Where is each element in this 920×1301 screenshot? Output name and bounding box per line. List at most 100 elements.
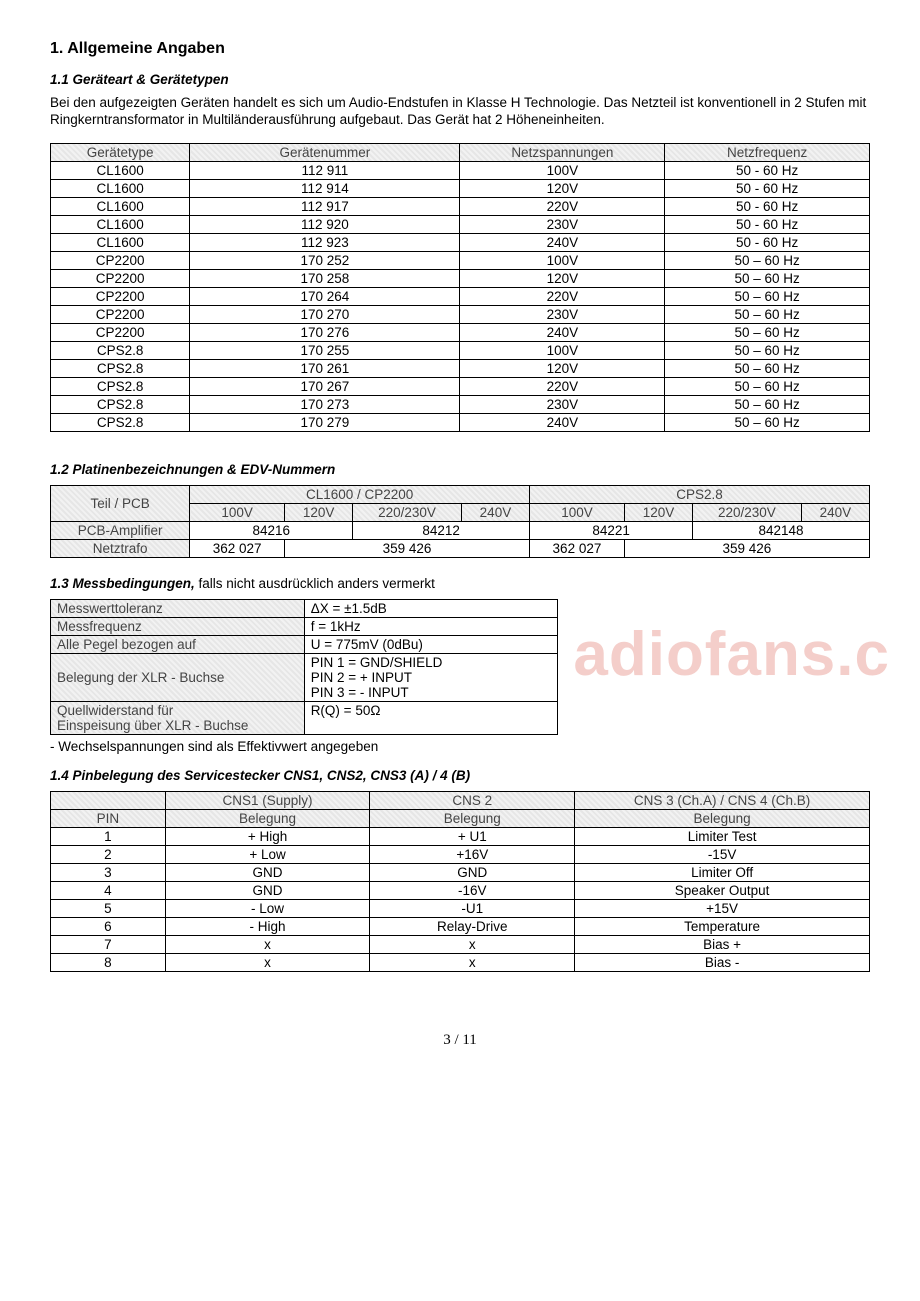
- cell: 120V: [460, 179, 665, 197]
- cell: 112 911: [190, 161, 460, 179]
- th-geratenummer: Gerätenummer: [279, 145, 370, 160]
- cell: Bias +: [575, 935, 870, 953]
- cell: CL1600: [51, 215, 190, 233]
- pin-line: PIN 3 = - INPUT: [311, 685, 552, 700]
- cell: 240V: [460, 323, 665, 341]
- cell: 50 – 60 Hz: [665, 359, 870, 377]
- table-row: Quellwiderstand für Einspeisung über XLR…: [51, 701, 558, 734]
- page-footer: 3 / 11: [50, 1032, 870, 1049]
- cell: x: [165, 935, 370, 953]
- cell: GND: [165, 881, 370, 899]
- cell: x: [370, 935, 575, 953]
- cell: 120V: [460, 269, 665, 287]
- cell: CP2200: [51, 269, 190, 287]
- cell: 50 - 60 Hz: [665, 179, 870, 197]
- cell: 170 276: [190, 323, 460, 341]
- cell: R(Q) = 50Ω: [304, 701, 558, 734]
- cell: 50 – 60 Hz: [665, 413, 870, 431]
- row-label: Messwerttoleranz: [57, 601, 163, 616]
- cell: 220V: [460, 287, 665, 305]
- cell: Limiter Off: [575, 863, 870, 881]
- sub-1-3: 1.3 Messbedingungen, falls nicht ausdrüc…: [50, 576, 870, 591]
- table-header-row: CNS1 (Supply) CNS 2 CNS 3 (Ch.A) / CNS 4…: [51, 791, 870, 809]
- th-belegung: Belegung: [239, 811, 296, 826]
- measure-note: - Wechselspannungen sind als Effektivwer…: [50, 739, 870, 754]
- cell: 84216: [190, 521, 353, 539]
- table-row: CL1600112 914120V50 - 60 Hz: [51, 179, 870, 197]
- table-row: 6- HighRelay-DriveTemperature: [51, 917, 870, 935]
- cell: 359 426: [624, 539, 869, 557]
- table-row: CL1600112 923240V50 - 60 Hz: [51, 233, 870, 251]
- cell: 240V: [460, 233, 665, 251]
- cell: 50 – 60 Hz: [665, 323, 870, 341]
- cell: + U1: [370, 827, 575, 845]
- th-v: 120V: [303, 505, 335, 520]
- cell: CL1600: [51, 161, 190, 179]
- cell: 84221: [530, 521, 693, 539]
- cell: 170 258: [190, 269, 460, 287]
- table-row: Messwerttoleranz ΔX = ±1.5dB: [51, 599, 558, 617]
- cell: f = 1kHz: [304, 617, 558, 635]
- cell: 170 264: [190, 287, 460, 305]
- cell: + Low: [165, 845, 370, 863]
- cell: -15V: [575, 845, 870, 863]
- table-row: CPS2.8170 261120V50 – 60 Hz: [51, 359, 870, 377]
- measure-table: Messwerttoleranz ΔX = ±1.5dB Messfrequen…: [50, 599, 558, 735]
- cell: x: [165, 953, 370, 971]
- cell: CL1600: [51, 179, 190, 197]
- cell: 50 - 60 Hz: [665, 233, 870, 251]
- cell: 112 923: [190, 233, 460, 251]
- table-row: CL1600112 917220V50 - 60 Hz: [51, 197, 870, 215]
- table-row: CPS2.8170 279240V50 – 60 Hz: [51, 413, 870, 431]
- cell: +15V: [575, 899, 870, 917]
- cell: 100V: [460, 251, 665, 269]
- cell: PIN 1 = GND/SHIELD PIN 2 = + INPUT PIN 3…: [304, 653, 558, 701]
- cell: ΔX = ±1.5dB: [304, 599, 558, 617]
- cell: 112 920: [190, 215, 460, 233]
- th-teil-pcb: Teil / PCB: [90, 496, 149, 511]
- table-row: CL1600112 920230V50 - 60 Hz: [51, 215, 870, 233]
- intro-paragraph: Bei den aufgezeigten Geräten handelt es …: [50, 95, 870, 129]
- cell: CPS2.8: [51, 359, 190, 377]
- cell: 50 – 60 Hz: [665, 305, 870, 323]
- th-group2: CPS2.8: [676, 487, 723, 502]
- table-row: PCB-Amplifier 84216 84212 84221 842148: [51, 521, 870, 539]
- th-v: 100V: [221, 505, 253, 520]
- cell: 7: [51, 935, 166, 953]
- watermark-text: adiofans.c: [573, 619, 890, 690]
- sub-1-1: 1.1 Geräteart & Gerätetypen: [50, 72, 870, 87]
- table-row: Belegung der XLR - Buchse PIN 1 = GND/SH…: [51, 653, 558, 701]
- table-row: 8xxBias -: [51, 953, 870, 971]
- th-v: 220/230V: [378, 505, 436, 520]
- cell: 6: [51, 917, 166, 935]
- cell: 50 - 60 Hz: [665, 197, 870, 215]
- th-cns2: CNS 2: [452, 793, 492, 808]
- cell: 170 252: [190, 251, 460, 269]
- table-header-row: Teil / PCB CL1600 / CP2200 CPS2.8: [51, 485, 870, 503]
- th-belegung: Belegung: [694, 811, 751, 826]
- cell: 220V: [460, 197, 665, 215]
- cell: 50 – 60 Hz: [665, 377, 870, 395]
- cell: - High: [165, 917, 370, 935]
- sub-1-3-suffix: falls nicht ausdrücklich anders vermerkt: [195, 576, 435, 591]
- table-subheader-row: PIN Belegung Belegung Belegung: [51, 809, 870, 827]
- cell: CPS2.8: [51, 341, 190, 359]
- cell: 112 917: [190, 197, 460, 215]
- device-table: Gerätetype Gerätenummer Netzspannungen N…: [50, 143, 870, 432]
- table-row: Netztrafo 362 027 359 426 362 027 359 42…: [51, 539, 870, 557]
- cell: 170 279: [190, 413, 460, 431]
- cell: 359 426: [284, 539, 529, 557]
- cell: 240V: [460, 413, 665, 431]
- cell: 170 273: [190, 395, 460, 413]
- cell: 50 – 60 Hz: [665, 341, 870, 359]
- table-row: CPS2.8170 255100V50 – 60 Hz: [51, 341, 870, 359]
- cell: Limiter Test: [575, 827, 870, 845]
- cell: 230V: [460, 215, 665, 233]
- cell: 170 267: [190, 377, 460, 395]
- sub-1-3-prefix: 1.3 Messbedingungen,: [50, 576, 195, 591]
- cell: x: [370, 953, 575, 971]
- cell: 170 261: [190, 359, 460, 377]
- table-row: CP2200170 252100V50 – 60 Hz: [51, 251, 870, 269]
- th-v: 240V: [480, 505, 512, 520]
- th-v: 120V: [643, 505, 675, 520]
